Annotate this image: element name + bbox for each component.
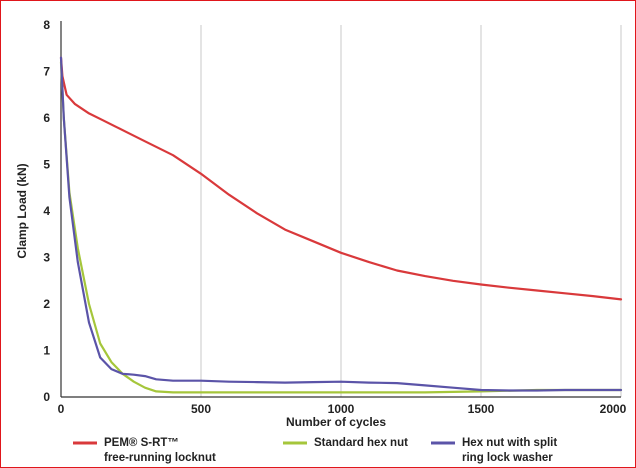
x-tick-label: 0 — [58, 402, 65, 416]
series-line-1 — [59, 56, 623, 301]
y-tick-label: 6 — [43, 111, 50, 125]
y-tick-label: 3 — [43, 251, 50, 265]
x-tick-label: 2000 — [600, 402, 627, 416]
y-tick-label: 0 — [43, 390, 50, 404]
x-tick-label: 1500 — [468, 402, 495, 416]
x-tick-label: 500 — [191, 402, 211, 416]
legend-label-2: Standard hex nut — [314, 437, 408, 449]
y-tick-label: 2 — [43, 297, 50, 311]
x-tick-labels: 0 500 1000 1500 2000 — [58, 402, 627, 416]
y-tick-label: 5 — [43, 158, 50, 172]
legend-label-3: Hex nut with split — [462, 437, 557, 449]
series-line-2 — [59, 61, 623, 394]
legend: PEM® S-RT™ free-running locknut Standard h… — [73, 437, 557, 464]
series-layer — [59, 56, 623, 394]
x-axis-label: Number of cycles — [286, 415, 386, 429]
y-tick-label: 7 — [43, 65, 50, 79]
y-tick-labels: 0 1 2 3 4 5 6 7 8 — [43, 18, 50, 404]
y-axis-label: Clamp Load (kN) — [15, 163, 29, 258]
y-tick-label: 8 — [43, 18, 50, 32]
legend-label-1: PEM® S-RT™ — [104, 437, 179, 449]
series-line-3 — [59, 56, 623, 392]
y-tick-label: 4 — [43, 204, 50, 218]
grid-layer — [200, 25, 622, 397]
x-tick-label: 1000 — [328, 402, 355, 416]
legend-label-3: ring lock washer — [462, 452, 553, 464]
y-tick-label: 1 — [43, 344, 50, 358]
legend-label-1: free-running locknut — [104, 452, 216, 464]
